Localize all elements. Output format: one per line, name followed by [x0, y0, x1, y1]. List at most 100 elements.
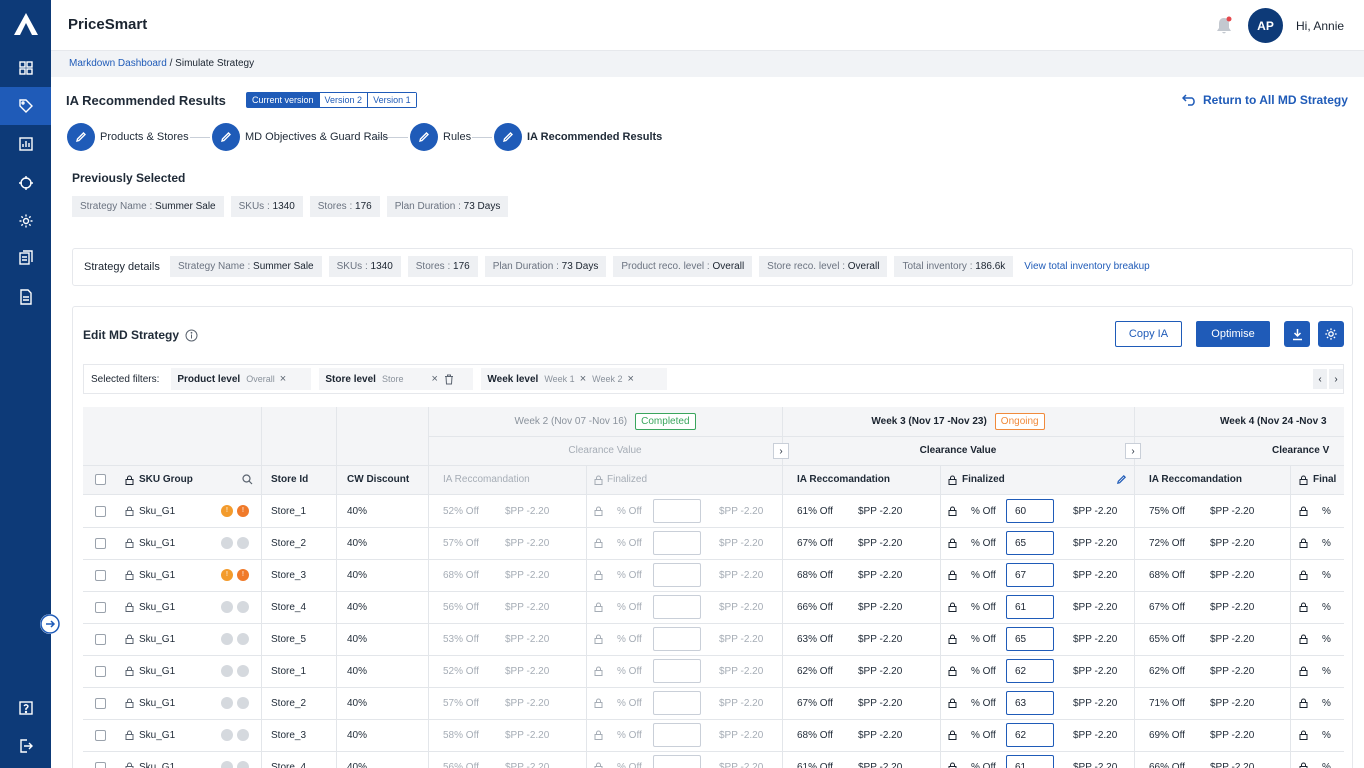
row-checkbox[interactable] — [95, 697, 106, 709]
document-stack-icon — [18, 250, 33, 265]
w3-fin-pp: $PP -2.20 — [1073, 697, 1118, 709]
info-icon[interactable] — [185, 329, 198, 342]
row-checkbox[interactable] — [95, 761, 106, 768]
optimise-button[interactable]: Optimise — [1196, 321, 1270, 347]
w2-fin-pp: $PP -2.20 — [719, 569, 764, 581]
download-button[interactable] — [1284, 321, 1310, 347]
sidebar-expand-button[interactable] — [40, 614, 60, 634]
w3-ia-pp: $PP -2.20 — [858, 537, 903, 549]
close-icon[interactable]: × — [579, 373, 587, 385]
lock-icon — [125, 730, 134, 740]
row-checkbox-cell[interactable] — [95, 751, 106, 768]
w3-finalized-input[interactable]: 63 — [1006, 691, 1054, 715]
row-checkbox-cell[interactable] — [95, 495, 106, 527]
row-checkbox[interactable] — [95, 633, 106, 645]
row-divider — [83, 719, 1344, 720]
row-divider — [83, 559, 1344, 560]
strategy-details: Strategy details Strategy Name : Summer … — [72, 248, 1353, 286]
edit-finalized-button[interactable] — [1116, 465, 1127, 494]
warning-flag-icon[interactable]: ! — [237, 569, 249, 581]
row-checkbox-cell[interactable] — [95, 559, 106, 591]
step-products-stores[interactable]: Products & Stores — [67, 123, 189, 151]
close-icon[interactable]: × — [627, 373, 634, 385]
row-checkbox[interactable] — [95, 729, 106, 741]
sidebar-dashboard[interactable] — [0, 49, 51, 87]
w3-finalized-input[interactable]: 67 — [1006, 563, 1054, 587]
close-icon[interactable]: × — [431, 373, 438, 385]
sidebar-reports[interactable] — [0, 125, 51, 163]
alert-flag-icon[interactable]: ! — [221, 569, 233, 581]
sidebar-target[interactable] — [0, 164, 51, 202]
row-checkbox-cell[interactable] — [95, 655, 106, 687]
col-header-w4-ia: IA Reccomandation — [1149, 474, 1242, 485]
row-checkbox[interactable] — [95, 665, 106, 677]
version-1[interactable]: Version 1 — [368, 93, 416, 107]
alert-flag-icon[interactable]: ! — [221, 505, 233, 517]
select-all-checkbox[interactable] — [95, 474, 106, 485]
step-ia-results[interactable]: IA Recommended Results — [494, 123, 662, 151]
chip-plan-duration: Plan Duration : 73 Days — [484, 256, 607, 277]
w3-finalized-input[interactable]: 60 — [1006, 499, 1054, 523]
w4-fin-lock: % — [1299, 655, 1331, 687]
lock-icon — [594, 730, 603, 740]
cw-discount-cell: 40% — [347, 697, 368, 709]
w2-ia-pp: $PP -2.20 — [505, 505, 550, 517]
step-rules[interactable]: Rules — [410, 123, 471, 151]
w3-finalized-input[interactable]: 65 — [1006, 627, 1054, 651]
inventory-breakup-link[interactable]: View total inventory breakup — [1024, 261, 1150, 272]
table-settings-button[interactable] — [1318, 321, 1344, 347]
breadcrumb-link-dashboard[interactable]: Markdown Dashboard — [69, 58, 167, 69]
chevron-right-icon[interactable]: › — [1329, 369, 1343, 389]
expand-week-2-button[interactable]: › — [773, 443, 789, 459]
sidebar-settings[interactable] — [0, 202, 51, 240]
clearance-value-group: Clearance Value — [919, 445, 997, 456]
w2-fin-pp: $PP -2.20 — [719, 761, 764, 768]
sidebar-documents[interactable] — [0, 239, 51, 277]
row-checkbox-cell[interactable] — [95, 527, 106, 559]
chevron-left-icon[interactable]: ‹ — [1313, 369, 1327, 389]
w4-ia-pp: $PP -2.20 — [1210, 761, 1255, 768]
select-all-checkbox-cell[interactable] — [95, 465, 106, 494]
avatar[interactable]: AP — [1248, 8, 1283, 43]
version-current[interactable]: Current version — [247, 93, 320, 107]
warning-flag-icon — [237, 761, 249, 768]
w3-finalized-input[interactable]: 61 — [1006, 595, 1054, 619]
row-checkbox-cell[interactable] — [95, 623, 106, 655]
row-checkbox[interactable] — [95, 601, 106, 613]
w3-ia-off: 67% Off — [797, 537, 833, 549]
w3-finalized-input[interactable]: 65 — [1006, 531, 1054, 555]
w3-finalized-input[interactable]: 62 — [1006, 723, 1054, 747]
expand-week-3-button[interactable]: › — [1125, 443, 1141, 459]
row-checkbox-cell[interactable] — [95, 687, 106, 719]
w3-finalized-input[interactable]: 61 — [1006, 755, 1054, 768]
return-link[interactable]: Return to All MD Strategy — [1182, 93, 1348, 107]
warning-flag-icon[interactable]: ! — [237, 505, 249, 517]
lock-icon — [125, 762, 134, 768]
sidebar-help[interactable] — [0, 689, 51, 727]
breadcrumb: Markdown Dashboard / Simulate Strategy — [69, 58, 254, 69]
w3-finalized-input[interactable]: 62 — [1006, 659, 1054, 683]
row-checkbox-cell[interactable] — [95, 719, 106, 751]
alert-flag-icon — [221, 665, 233, 677]
sku-flags — [221, 665, 253, 677]
close-icon[interactable]: × — [279, 373, 287, 385]
lock-icon — [125, 698, 134, 708]
row-checkbox[interactable] — [95, 569, 106, 581]
search-icon[interactable] — [242, 474, 253, 485]
row-checkbox[interactable] — [95, 537, 106, 549]
sidebar-logout[interactable] — [0, 727, 51, 765]
sidebar-file[interactable] — [0, 278, 51, 316]
step-md-objectives[interactable]: MD Objectives & Guard Rails — [212, 123, 388, 151]
w4-fin-lock: % — [1299, 527, 1331, 559]
trash-icon[interactable] — [444, 374, 454, 385]
notification-bell-icon[interactable] — [1215, 16, 1233, 36]
sidebar-markdown[interactable] — [0, 87, 51, 125]
sku-cell: Sku_G1 — [125, 623, 253, 655]
w4-fin-lock: % — [1299, 495, 1331, 527]
version-2[interactable]: Version 2 — [319, 93, 369, 107]
copy-ia-button[interactable]: Copy IA — [1115, 321, 1182, 347]
w2-fin-lock: % Off — [594, 591, 642, 623]
row-checkbox[interactable] — [95, 505, 106, 517]
row-checkbox-cell[interactable] — [95, 591, 106, 623]
chip-plan-duration: Plan Duration : 73 Days — [386, 196, 509, 217]
